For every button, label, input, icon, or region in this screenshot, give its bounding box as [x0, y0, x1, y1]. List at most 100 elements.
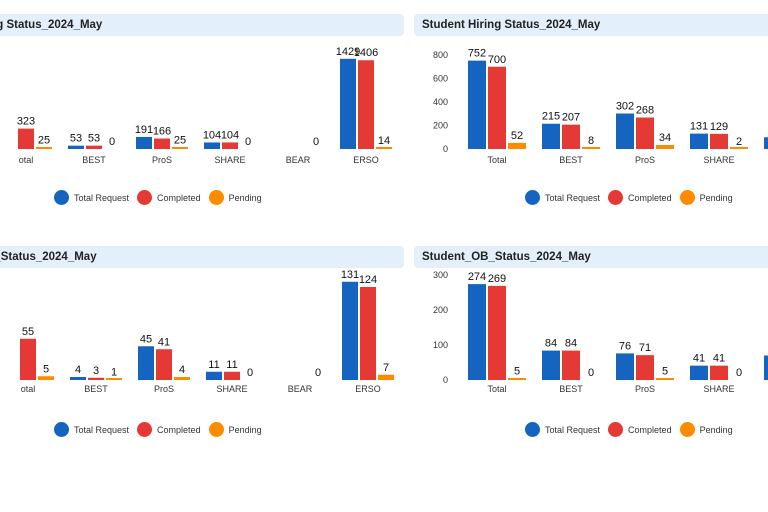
bar-total-request — [340, 58, 356, 150]
bar-completed — [224, 371, 240, 380]
data-label: 3 — [93, 365, 99, 377]
y-tick-label: 300 — [433, 270, 448, 280]
data-label: 124 — [359, 274, 377, 286]
category-label: ProS — [154, 384, 174, 394]
data-label: 0 — [245, 136, 251, 148]
legend-label: Total Request — [74, 424, 130, 435]
legend-label: Total Request — [545, 192, 601, 203]
y-tick-label: 800 — [433, 50, 448, 60]
data-label: 166 — [153, 126, 171, 138]
y-tick-label: 0 — [443, 144, 448, 154]
bar-pending — [508, 142, 526, 149]
data-label: 55 — [22, 326, 34, 338]
data-label: 0 — [109, 136, 115, 148]
bar-completed — [488, 66, 506, 149]
data-label: 76 — [619, 340, 631, 352]
legend-completed[interactable]: Completed — [137, 190, 201, 205]
y-tick-label: 100 — [433, 340, 448, 350]
bar-completed — [222, 142, 238, 149]
legend-swatch — [608, 190, 624, 205]
legend-total-request[interactable]: Total Request — [54, 422, 129, 437]
legend-pending[interactable]: Pending — [679, 190, 733, 205]
legend-swatch — [679, 422, 695, 437]
data-label: 129 — [710, 121, 728, 133]
data-label: 215 — [542, 111, 560, 123]
data-label: 25 — [174, 134, 186, 146]
data-label: 0 — [736, 367, 742, 379]
data-label: 8 — [588, 135, 594, 147]
legend-completed[interactable]: Completed — [137, 422, 201, 437]
category-label: BEST — [559, 384, 583, 394]
legend-label: Pending — [699, 424, 733, 435]
category-label: SHARE — [214, 155, 245, 165]
bar-pending — [656, 378, 674, 380]
data-label: 41 — [713, 353, 725, 365]
category-label: SHARE — [216, 384, 247, 394]
bar-total-request — [764, 355, 768, 380]
data-label: 52 — [511, 130, 523, 142]
category-label: Total — [487, 155, 506, 165]
category-label: ERSO — [353, 155, 379, 165]
bar-completed — [88, 377, 104, 380]
legend-swatch — [208, 190, 224, 205]
bar-pending — [174, 377, 190, 380]
legend-pending[interactable]: Pending — [208, 422, 262, 437]
bar-completed — [360, 287, 376, 380]
legend-label: Total Request — [74, 192, 130, 203]
data-label: 302 — [616, 101, 634, 113]
data-label: 2 — [736, 136, 742, 148]
category-label: ProS — [152, 155, 172, 165]
data-label: 5 — [514, 365, 520, 377]
chart-title: Student Hiring Status_2024_May — [414, 14, 768, 36]
data-label: 53 — [70, 133, 82, 145]
data-label: 131 — [341, 269, 359, 281]
legend-pending[interactable]: Pending — [208, 190, 262, 205]
legend-label: Completed — [628, 192, 672, 203]
legend-swatch — [208, 422, 224, 437]
data-label: 11 — [208, 359, 219, 371]
bar-pending — [656, 145, 674, 149]
legend-label: Total Request — [545, 424, 601, 435]
chart-legend: Total Request Completed Pending — [525, 190, 741, 205]
bar-pending — [508, 378, 526, 380]
data-label: 45 — [140, 333, 152, 345]
data-label: 4 — [179, 364, 185, 376]
legend-swatch — [525, 190, 540, 205]
data-label: 0 — [313, 136, 319, 148]
bar-completed — [18, 128, 34, 149]
data-label: 207 — [562, 112, 580, 124]
bar-total-request — [616, 353, 634, 380]
category-label: SHARE — [703, 384, 734, 394]
legend-pending[interactable]: Pending — [679, 422, 733, 437]
data-label: 41 — [158, 336, 170, 348]
legend-completed[interactable]: Completed — [608, 422, 672, 437]
bar-total-request — [342, 281, 358, 380]
category-label: ProS — [635, 384, 655, 394]
bar-completed — [156, 349, 172, 380]
bar-total-request — [206, 371, 222, 380]
data-label: 84 — [565, 338, 577, 350]
legend-swatch — [608, 422, 624, 437]
legend-swatch — [54, 190, 69, 205]
legend-total-request[interactable]: Total Request — [525, 190, 600, 205]
bar-completed — [20, 338, 36, 380]
legend-swatch — [137, 422, 153, 437]
bar-pending — [172, 147, 188, 149]
data-label: 323 — [17, 116, 35, 128]
legend-completed[interactable]: Completed — [608, 190, 672, 205]
legend-label: Pending — [228, 424, 262, 435]
bar-completed — [86, 145, 102, 149]
legend-total-request[interactable]: Total Request — [54, 190, 129, 205]
data-label: 752 — [468, 48, 486, 60]
legend-total-request[interactable]: Total Request — [525, 422, 600, 437]
data-label: 274 — [468, 271, 486, 283]
bar-completed — [358, 60, 374, 150]
chart-title: B_Status_2024_May — [0, 246, 404, 268]
y-tick-label: 200 — [433, 121, 448, 131]
bar-pending — [36, 147, 52, 149]
bar-total-request — [204, 142, 220, 149]
y-tick-label: 600 — [433, 74, 448, 84]
